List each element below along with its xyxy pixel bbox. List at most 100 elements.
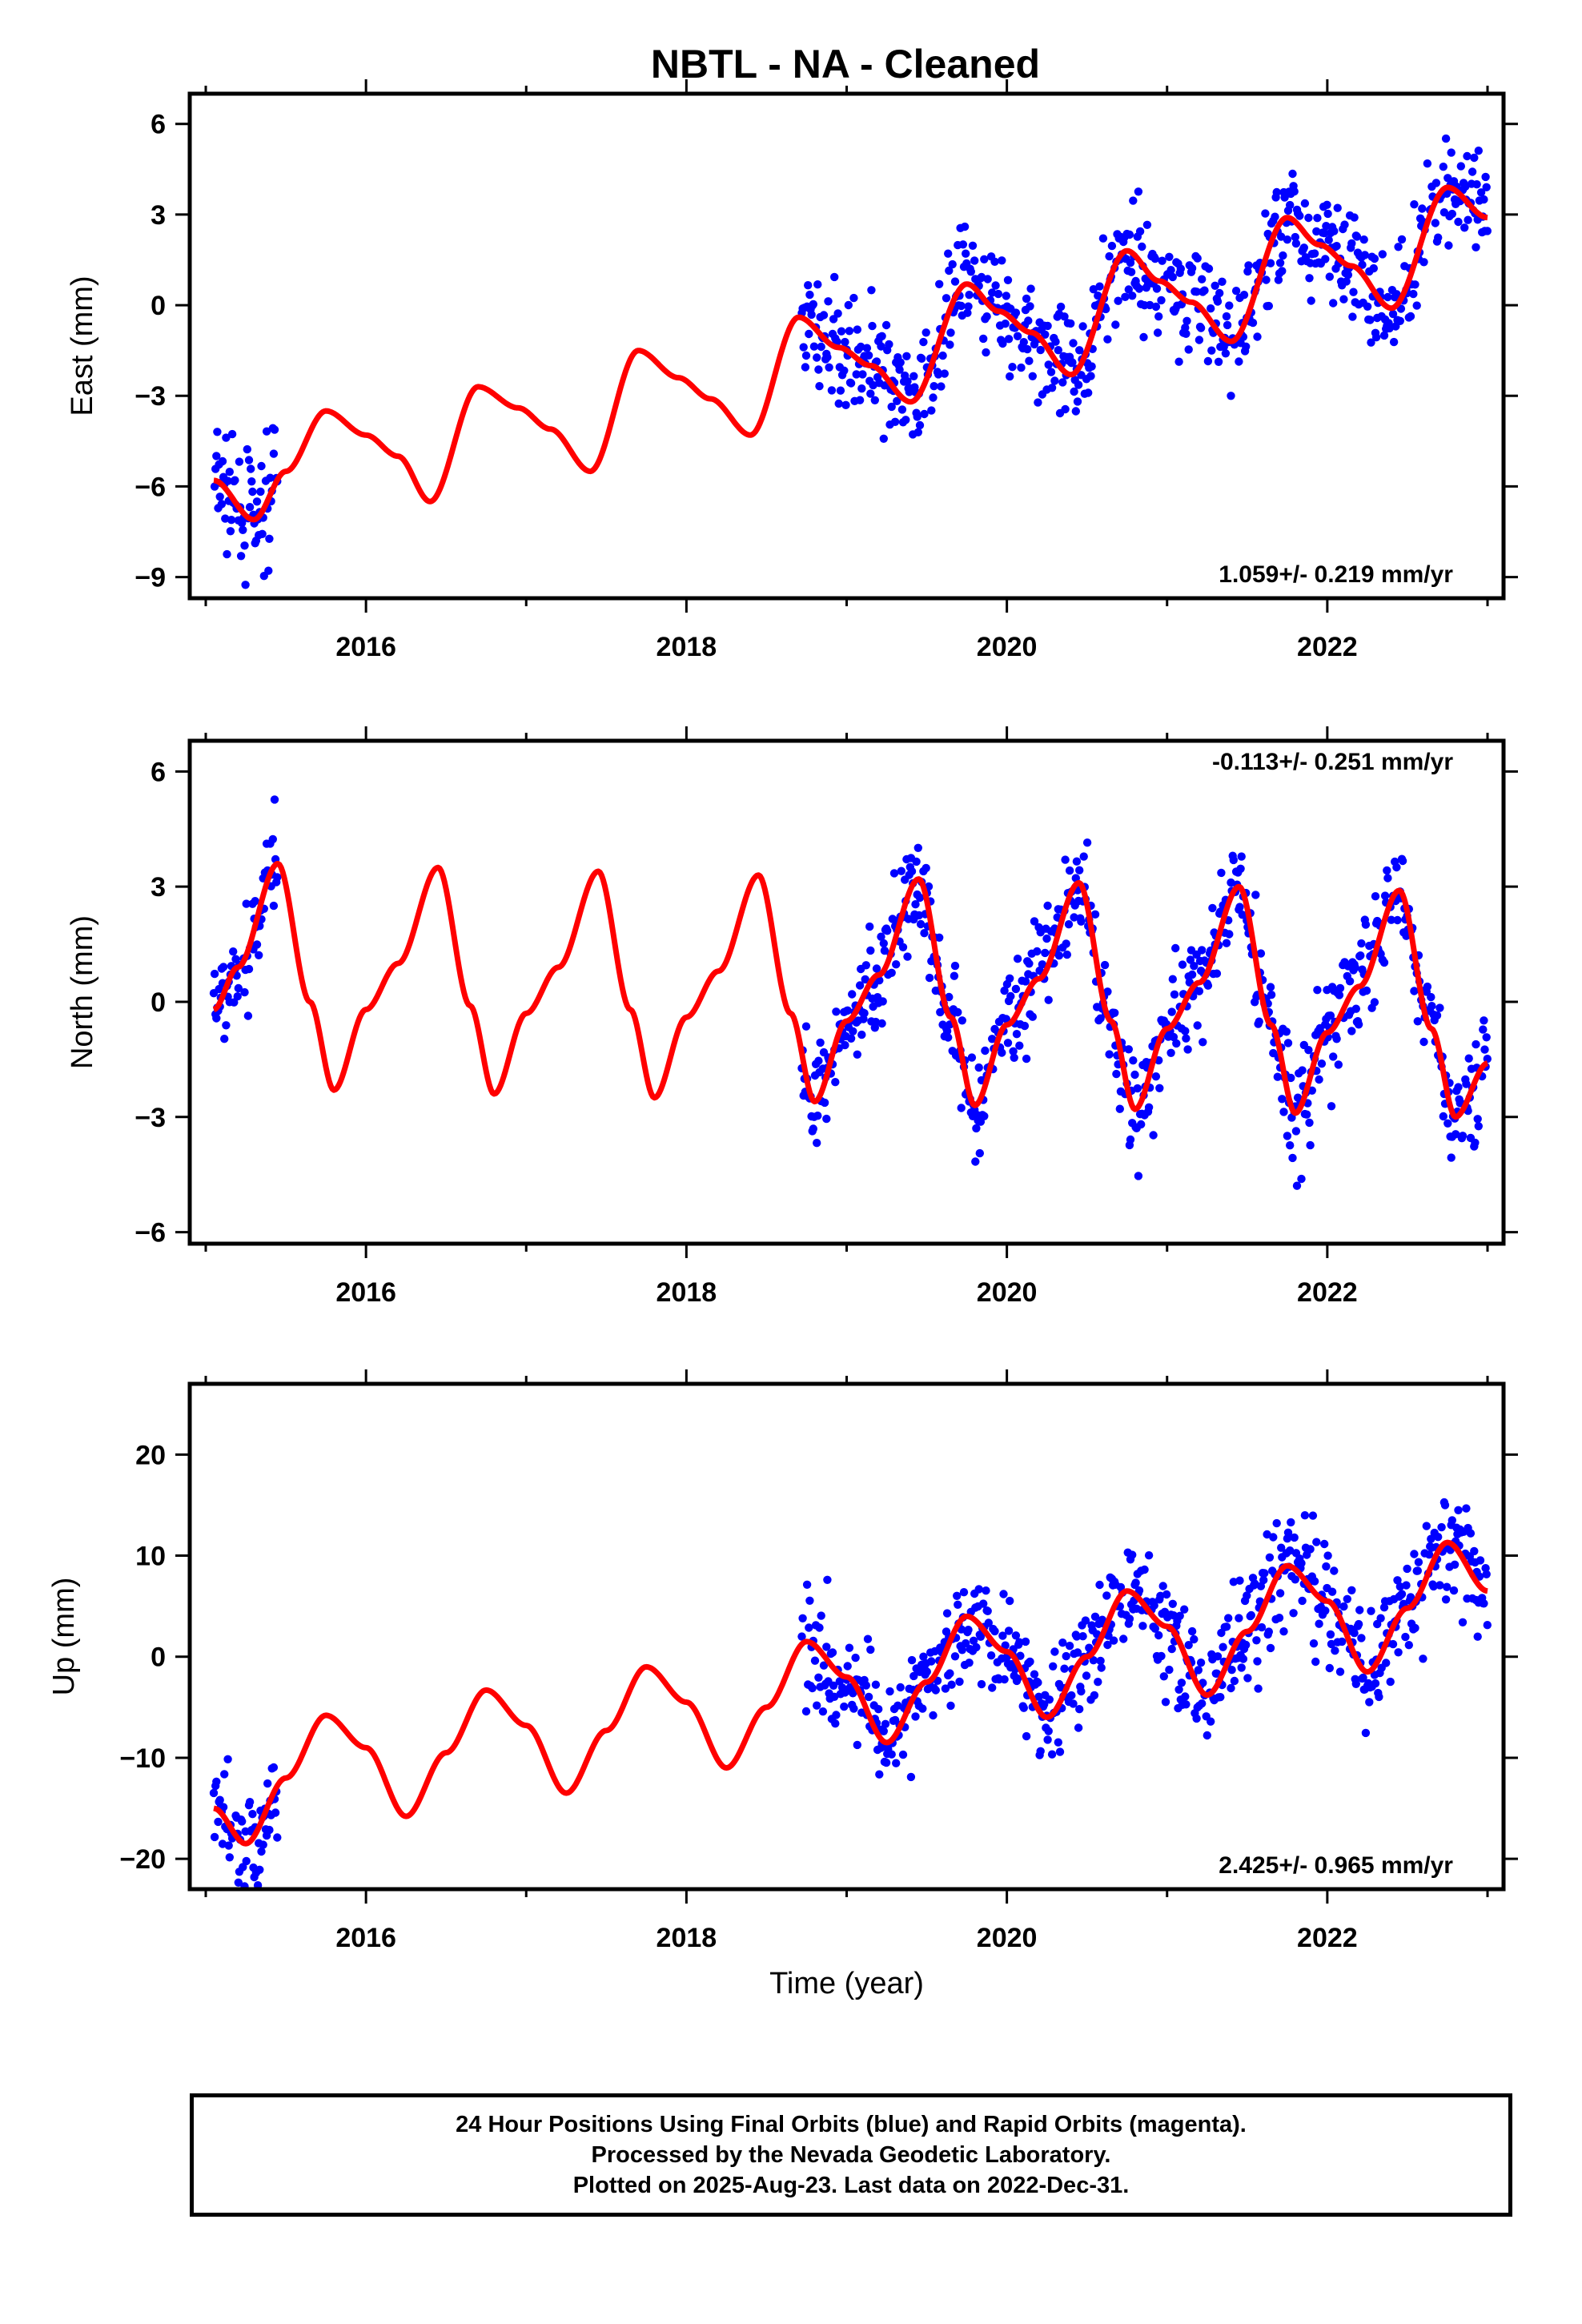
data-point [966, 267, 976, 276]
data-point [1397, 1590, 1407, 1598]
data-point [215, 493, 224, 501]
data-point [999, 1590, 1008, 1598]
data-point [1404, 1641, 1414, 1650]
data-point [1288, 1153, 1297, 1163]
data-point [954, 1600, 962, 1610]
data-point [1207, 346, 1216, 355]
data-point [1190, 1634, 1199, 1644]
data-point [231, 1903, 239, 1911]
data-point [1090, 1691, 1099, 1700]
data-point [1402, 931, 1411, 940]
data-point [875, 1770, 884, 1779]
data-point [1009, 1047, 1018, 1056]
caption-line-3: Plotted on 2025-Aug-23. Last data on 202… [572, 2173, 1130, 2198]
data-point [1454, 1506, 1463, 1515]
data-point [1224, 1614, 1233, 1622]
data-point [1321, 1606, 1330, 1615]
data-point [1275, 259, 1285, 267]
data-point [1306, 1140, 1315, 1150]
data-point [1252, 1636, 1261, 1645]
data-point [874, 1705, 883, 1714]
data-point [1278, 1095, 1287, 1104]
data-point [1414, 1558, 1423, 1566]
data-point [1366, 316, 1375, 324]
data-point [1262, 275, 1271, 284]
x-tick-label: 2022 [1297, 1923, 1358, 1953]
data-point [1329, 299, 1338, 308]
data-points [209, 795, 1492, 1190]
data-point [863, 1634, 873, 1643]
data-point [1004, 1626, 1014, 1635]
y-tick-label: 6 [151, 757, 166, 787]
data-point [1227, 392, 1235, 400]
x-tick-label: 2018 [656, 1277, 717, 1308]
data-point [1019, 1703, 1029, 1712]
data-point [1479, 1025, 1488, 1034]
data-point [998, 1048, 1006, 1057]
data-point [825, 363, 833, 372]
data-point [1471, 1138, 1480, 1148]
data-point [1023, 344, 1032, 354]
data-point [853, 325, 862, 334]
data-point [845, 327, 854, 336]
data-point [1271, 212, 1279, 221]
data-point [220, 1035, 229, 1043]
data-point [1034, 1692, 1043, 1701]
data-point [911, 1712, 920, 1721]
data-point [1134, 1586, 1144, 1595]
data-point [988, 1683, 997, 1692]
data-point [942, 1609, 952, 1618]
data-point [942, 294, 951, 303]
data-point [1323, 200, 1331, 209]
data-point [1437, 1522, 1446, 1532]
data-point [255, 951, 263, 960]
data-point [1015, 1041, 1024, 1050]
data-point [1325, 1663, 1335, 1673]
data-point [241, 581, 250, 589]
data-point [868, 321, 877, 331]
data-point [950, 971, 959, 980]
data-point [896, 358, 905, 367]
data-point [969, 1636, 978, 1645]
data-point [1375, 1692, 1383, 1702]
data-point [1026, 284, 1035, 293]
data-point [813, 1139, 821, 1148]
data-point [1065, 866, 1074, 875]
data-point [1162, 1590, 1171, 1599]
data-point [1112, 1069, 1121, 1079]
data-point [979, 1599, 988, 1608]
data-point [1349, 287, 1358, 296]
data-point [1267, 991, 1276, 999]
data-point [1038, 960, 1047, 969]
data-point [239, 525, 247, 534]
data-point [1356, 951, 1365, 960]
data-point [1307, 1086, 1317, 1096]
data-point [1347, 1586, 1356, 1595]
data-point [962, 249, 970, 258]
data-point [1449, 1586, 1459, 1595]
data-point [1181, 1692, 1190, 1701]
data-point [1269, 1533, 1278, 1542]
y-tick-label: 20 [135, 1440, 166, 1470]
data-point [946, 1701, 955, 1711]
caption-line-1: 24 Hour Positions Using Final Orbits (bl… [456, 2112, 1247, 2137]
data-point [1107, 241, 1117, 251]
data-point [877, 932, 885, 941]
data-point [1363, 302, 1372, 311]
data-point [248, 487, 257, 497]
data-point [1128, 292, 1137, 300]
data-point [1333, 203, 1342, 212]
y-tick-label: 0 [151, 987, 166, 1018]
data-point [1003, 275, 1013, 284]
data-point [807, 310, 816, 320]
data-point [1279, 251, 1287, 260]
data-point [1214, 357, 1223, 366]
data-point [1096, 1656, 1105, 1666]
data-point [210, 482, 219, 491]
data-point [804, 281, 813, 290]
data-point [231, 476, 239, 485]
data-point [243, 444, 251, 454]
data-point [247, 477, 256, 486]
data-point [270, 795, 279, 804]
data-point [866, 946, 875, 955]
